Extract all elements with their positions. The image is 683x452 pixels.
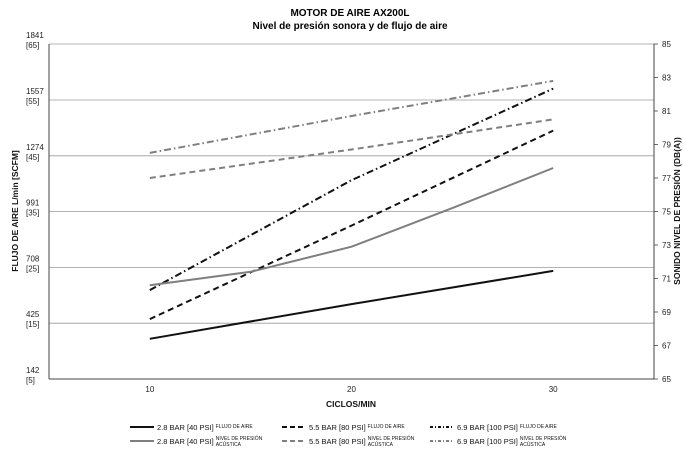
legend-desc-2: ACÚSTICA bbox=[216, 441, 242, 448]
x-tick-label: 20 bbox=[347, 385, 356, 394]
y-axis-right-label: SONIDO NIVEL DE PRESIÓN (DB(A)) bbox=[671, 137, 682, 285]
series-5-5-bar-80-psi-sonido bbox=[149, 118, 554, 179]
legend-desc: FLUJO DE AIRE bbox=[216, 424, 254, 430]
legend-desc: NIVEL DE PRESIÓN bbox=[520, 435, 567, 442]
left-tick-label: 708 bbox=[26, 254, 40, 263]
series-lines bbox=[149, 79, 554, 340]
left-tick-label: 1841 bbox=[26, 31, 44, 40]
right-tick-label: 83 bbox=[662, 74, 671, 83]
x-axis-label: CICLOS/MIN bbox=[326, 399, 376, 409]
left-tick-label-scfm: [15] bbox=[26, 320, 39, 329]
left-tick-label-scfm: [65] bbox=[26, 41, 39, 50]
series-6-9-bar-100-psi-flujo bbox=[149, 87, 554, 291]
right-tick-label: 67 bbox=[662, 342, 671, 351]
series-5-5-bar-80-psi-flujo bbox=[149, 129, 554, 321]
series-6-9-bar-100-psi-sonido bbox=[149, 79, 554, 154]
right-tick-label: 73 bbox=[662, 241, 671, 250]
left-tick-label-scfm: [5] bbox=[26, 376, 35, 385]
left-axis-ticks: 142[5]425[15]708[25]991[35]1274[45]1557[… bbox=[26, 31, 44, 385]
right-tick-label: 77 bbox=[662, 174, 671, 183]
legend-label: 5.5 BAR [80 PSI] bbox=[309, 423, 366, 432]
x-tick-label: 30 bbox=[549, 385, 558, 394]
legend-label: 5.5 BAR [80 PSI] bbox=[309, 437, 366, 446]
legend-label: 6.9 BAR [100 PSI] bbox=[457, 437, 518, 446]
left-tick-label-scfm: [35] bbox=[26, 209, 39, 218]
legend-desc: NIVEL DE PRESIÓN bbox=[216, 435, 263, 442]
legend: 2.8 BAR [40 PSI] FLUJO DE AIRE 5.5 BAR [80… bbox=[130, 423, 567, 448]
left-tick-label: 142 bbox=[26, 366, 40, 375]
legend-label: 2.8 BAR [40 PSI] bbox=[157, 437, 214, 446]
left-tick-label: 1274 bbox=[26, 143, 44, 152]
legend-desc-2: ACÚSTICA bbox=[368, 441, 394, 448]
chart-title: MOTOR DE AIRE AX200L bbox=[290, 8, 409, 19]
series-2-8-bar-40-psi-sonido bbox=[149, 167, 554, 287]
x-axis-ticks: 10 20 30 bbox=[145, 385, 558, 394]
series-2-8-bar-40-psi-flujo bbox=[149, 269, 554, 340]
grid-lines bbox=[49, 43, 654, 380]
right-tick-label: 79 bbox=[662, 141, 671, 150]
legend-label: 2.8 BAR [40 PSI] bbox=[157, 423, 214, 432]
x-tick-label: 10 bbox=[145, 385, 154, 394]
right-axis-ticks: 65 67 69 71 73 75 77 79 81 83 85 bbox=[654, 40, 671, 384]
left-tick-label-scfm: [45] bbox=[26, 153, 39, 162]
left-tick-label-scfm: [25] bbox=[26, 264, 39, 273]
left-tick-label: 991 bbox=[26, 199, 40, 208]
legend-desc-2: ACÚSTICA bbox=[520, 441, 546, 448]
right-tick-label: 71 bbox=[662, 275, 671, 284]
y-axis-left-label: FLUJO DE AIRE L/min [SCFM] bbox=[10, 150, 20, 272]
legend-desc: FLUJO DE AIRE bbox=[520, 424, 558, 430]
right-tick-label: 85 bbox=[662, 40, 671, 49]
right-tick-label: 65 bbox=[662, 375, 671, 384]
legend-desc: FLUJO DE AIRE bbox=[368, 424, 406, 430]
legend-label: 6.9 BAR [100 PSI] bbox=[457, 423, 518, 432]
left-tick-label: 1557 bbox=[26, 87, 44, 96]
legend-desc: NIVEL DE PRESIÓN bbox=[368, 435, 415, 442]
left-tick-label-scfm: [55] bbox=[26, 97, 39, 106]
left-tick-label: 425 bbox=[26, 310, 40, 319]
chart-subtitle: Nivel de presión sonora y de flujo de ai… bbox=[252, 21, 447, 32]
right-tick-label: 69 bbox=[662, 308, 671, 317]
right-tick-label: 75 bbox=[662, 208, 671, 217]
right-tick-label: 81 bbox=[662, 107, 671, 116]
